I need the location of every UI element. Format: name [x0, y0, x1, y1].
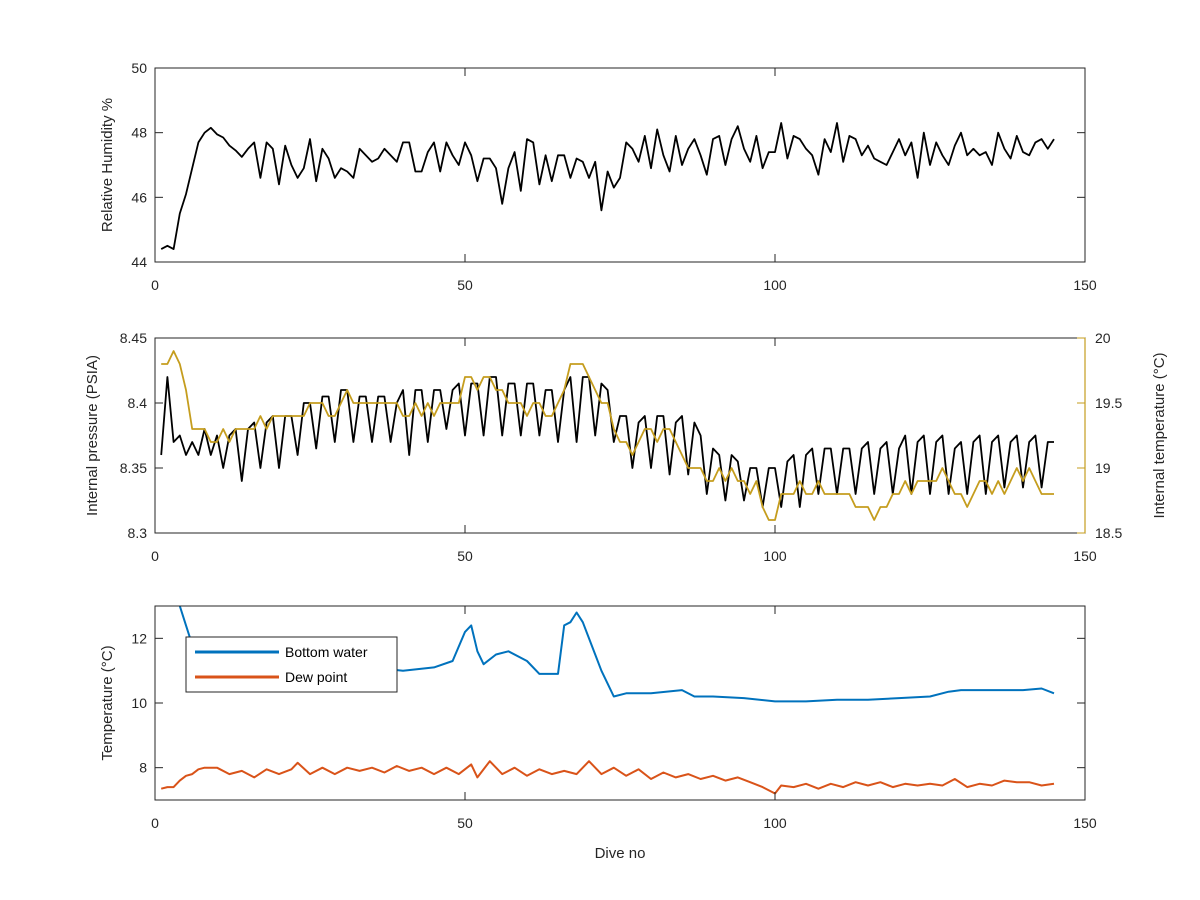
y-tick-label: 46 [131, 189, 147, 205]
y-tick-label: 10 [131, 695, 147, 711]
y-tick-label: 48 [131, 125, 147, 141]
y-tick-label: 12 [131, 630, 147, 646]
y-tick-label: 8.35 [120, 460, 147, 476]
y-axis-label: Relative Humidity % [99, 98, 116, 232]
right-y-tick-label: 19 [1095, 460, 1111, 476]
series-line-left-axis [160, 376, 1054, 508]
panel-1: 0 50 100 150 44 46 48 50 Relative Humidity % [99, 60, 1097, 293]
x-tick-label: 50 [457, 548, 473, 564]
panel-3: 0 50 100 150 8 10 12 Temperature (°C) Dive no Bot… [99, 605, 1097, 862]
y-tick-label: 50 [131, 60, 147, 76]
y-tick-label: 44 [131, 254, 147, 270]
x-tick-label: 100 [763, 548, 787, 564]
y-axis-label: Temperature (°C) [99, 645, 116, 760]
series-line-left-axis [160, 122, 1055, 250]
y-tick-label: 8.4 [128, 395, 148, 411]
series-line-right-axis [161, 350, 1054, 521]
y-tick-label: 8.45 [120, 330, 147, 346]
x-tick-label: 50 [457, 815, 473, 831]
x-tick-label: 0 [151, 277, 159, 293]
x-axis-label: Dive no [595, 845, 646, 862]
x-tick-label: 0 [151, 815, 159, 831]
x-tick-label: 100 [763, 815, 787, 831]
right-y-tick-label: 18.5 [1095, 525, 1122, 541]
legend: Bottom water Dew point [185, 636, 398, 693]
right-y-axis-label: Internal temperature (°C) [1151, 352, 1168, 518]
x-tick-label: 50 [457, 277, 473, 293]
right-y-tick-label: 20 [1095, 330, 1111, 346]
y-axis-label: Internal pressure (PSIA) [84, 355, 101, 516]
x-tick-label: 150 [1073, 815, 1097, 831]
x-tick-label: 150 [1073, 548, 1097, 564]
legend-label: Bottom water [285, 644, 368, 660]
panel-2: 0 50 100 150 8.3 8.35 8.4 8.45 Internal pressure… [84, 330, 1168, 564]
legend-box [185, 636, 398, 693]
x-tick-label: 100 [763, 277, 787, 293]
y-tick-label: 8 [139, 760, 147, 776]
axes-box [154, 67, 1086, 263]
y-tick-label: 8.3 [128, 525, 148, 541]
x-tick-label: 150 [1073, 277, 1097, 293]
x-tick-label: 0 [151, 548, 159, 564]
right-y-tick-label: 19.5 [1095, 395, 1122, 411]
series-line-dew-point [160, 760, 1055, 795]
legend-label: Dew point [285, 669, 347, 685]
